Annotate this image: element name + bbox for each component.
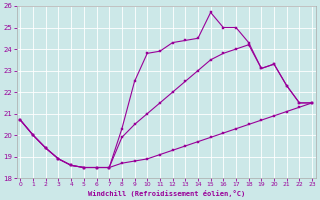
X-axis label: Windchill (Refroidissement éolien,°C): Windchill (Refroidissement éolien,°C) [88, 190, 245, 197]
